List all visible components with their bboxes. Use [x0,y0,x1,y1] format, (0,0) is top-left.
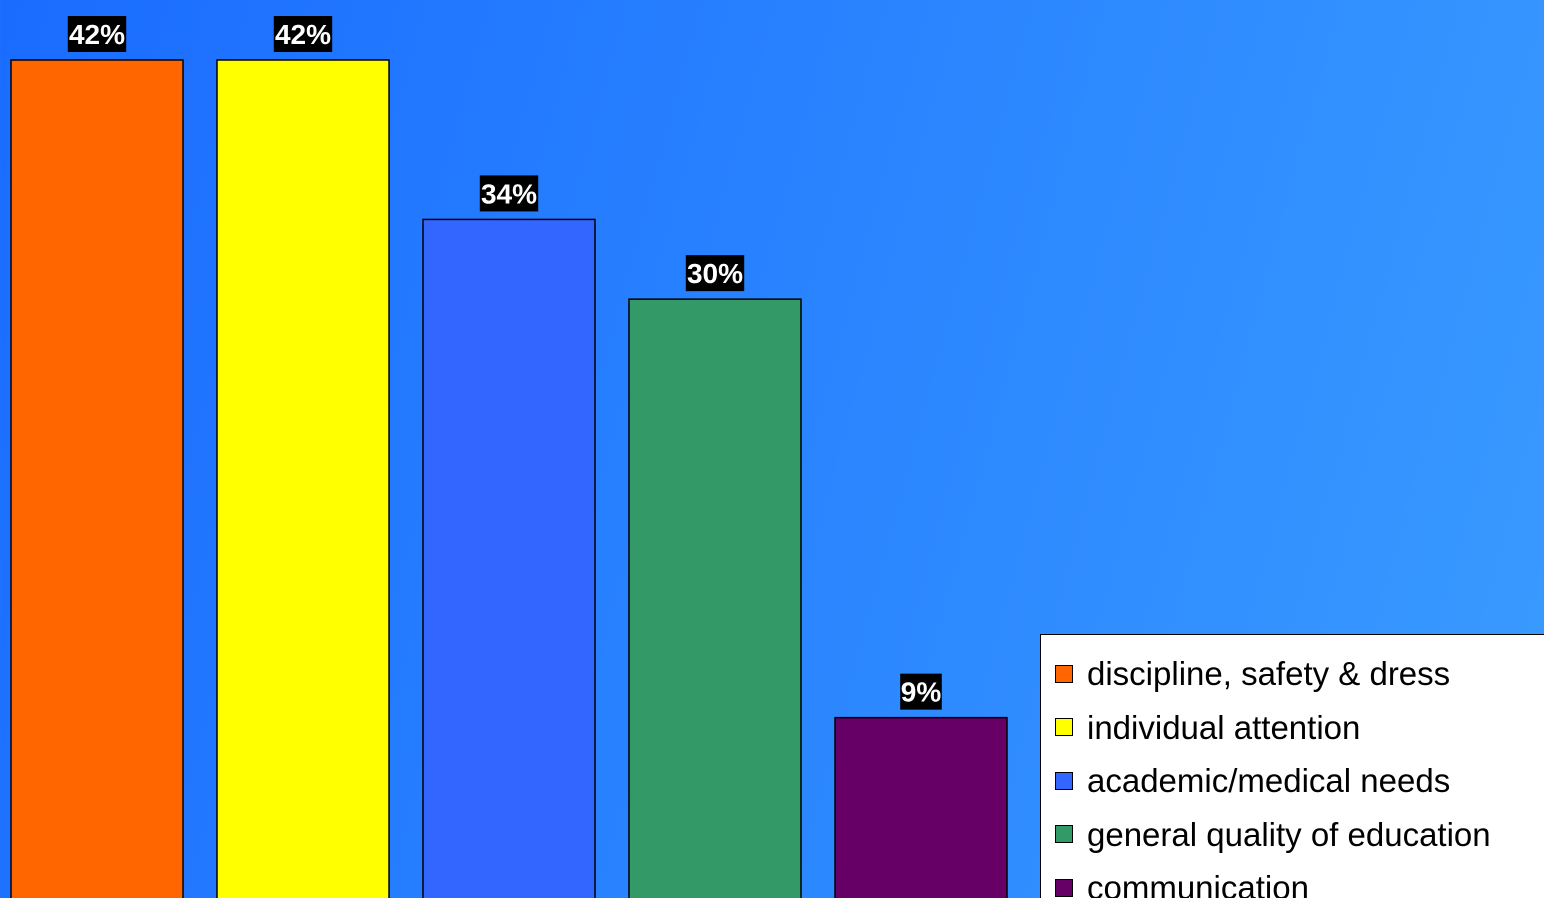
legend-swatch-academic-medical [1055,771,1073,790]
legend-label-discipline: discipline, safety & dress [1087,655,1451,693]
data-label-bg-communication [900,673,942,710]
legend-swatch-general-quality [1055,825,1073,844]
data-label-general-quality: 30% [687,258,743,289]
data-label-bg-discipline [67,16,127,52]
data-label-academic-medical: 34% [481,178,537,209]
data-label-individual-attention: 42% [275,19,331,50]
legend-label-communication: communication [1087,869,1309,898]
legend-item-academic-medical: academic/medical needs [1041,754,1544,808]
data-label-bg-general-quality [685,255,745,292]
data-label-discipline: 42% [69,19,125,50]
legend-item-communication: communication [1041,861,1544,898]
legend-label-individual-attention: individual attention [1087,708,1361,746]
legend-label-academic-medical: academic/medical needs [1087,762,1451,800]
legend-item-general-quality: general quality of education [1041,808,1544,862]
bar-discipline [10,59,184,898]
data-label-communication: 9% [901,677,942,708]
data-label-bg-individual-attention [273,16,333,52]
legend-swatch-communication [1055,878,1073,897]
bar-individual-attention [216,59,390,898]
bar-general-quality [628,298,802,898]
legend-item-discipline: discipline, safety & dress [1041,647,1544,701]
bar-academic-medical [422,218,596,898]
legend-swatch-discipline [1055,664,1073,683]
legend-label-general-quality: general quality of education [1087,815,1491,853]
data-label-bg-academic-medical [479,175,539,212]
chart-legend: discipline, safety & dress individual at… [1040,634,1544,898]
legend-swatch-individual-attention [1055,718,1073,737]
bar-communication [834,716,1008,898]
legend-item-individual-attention: individual attention [1041,701,1544,755]
